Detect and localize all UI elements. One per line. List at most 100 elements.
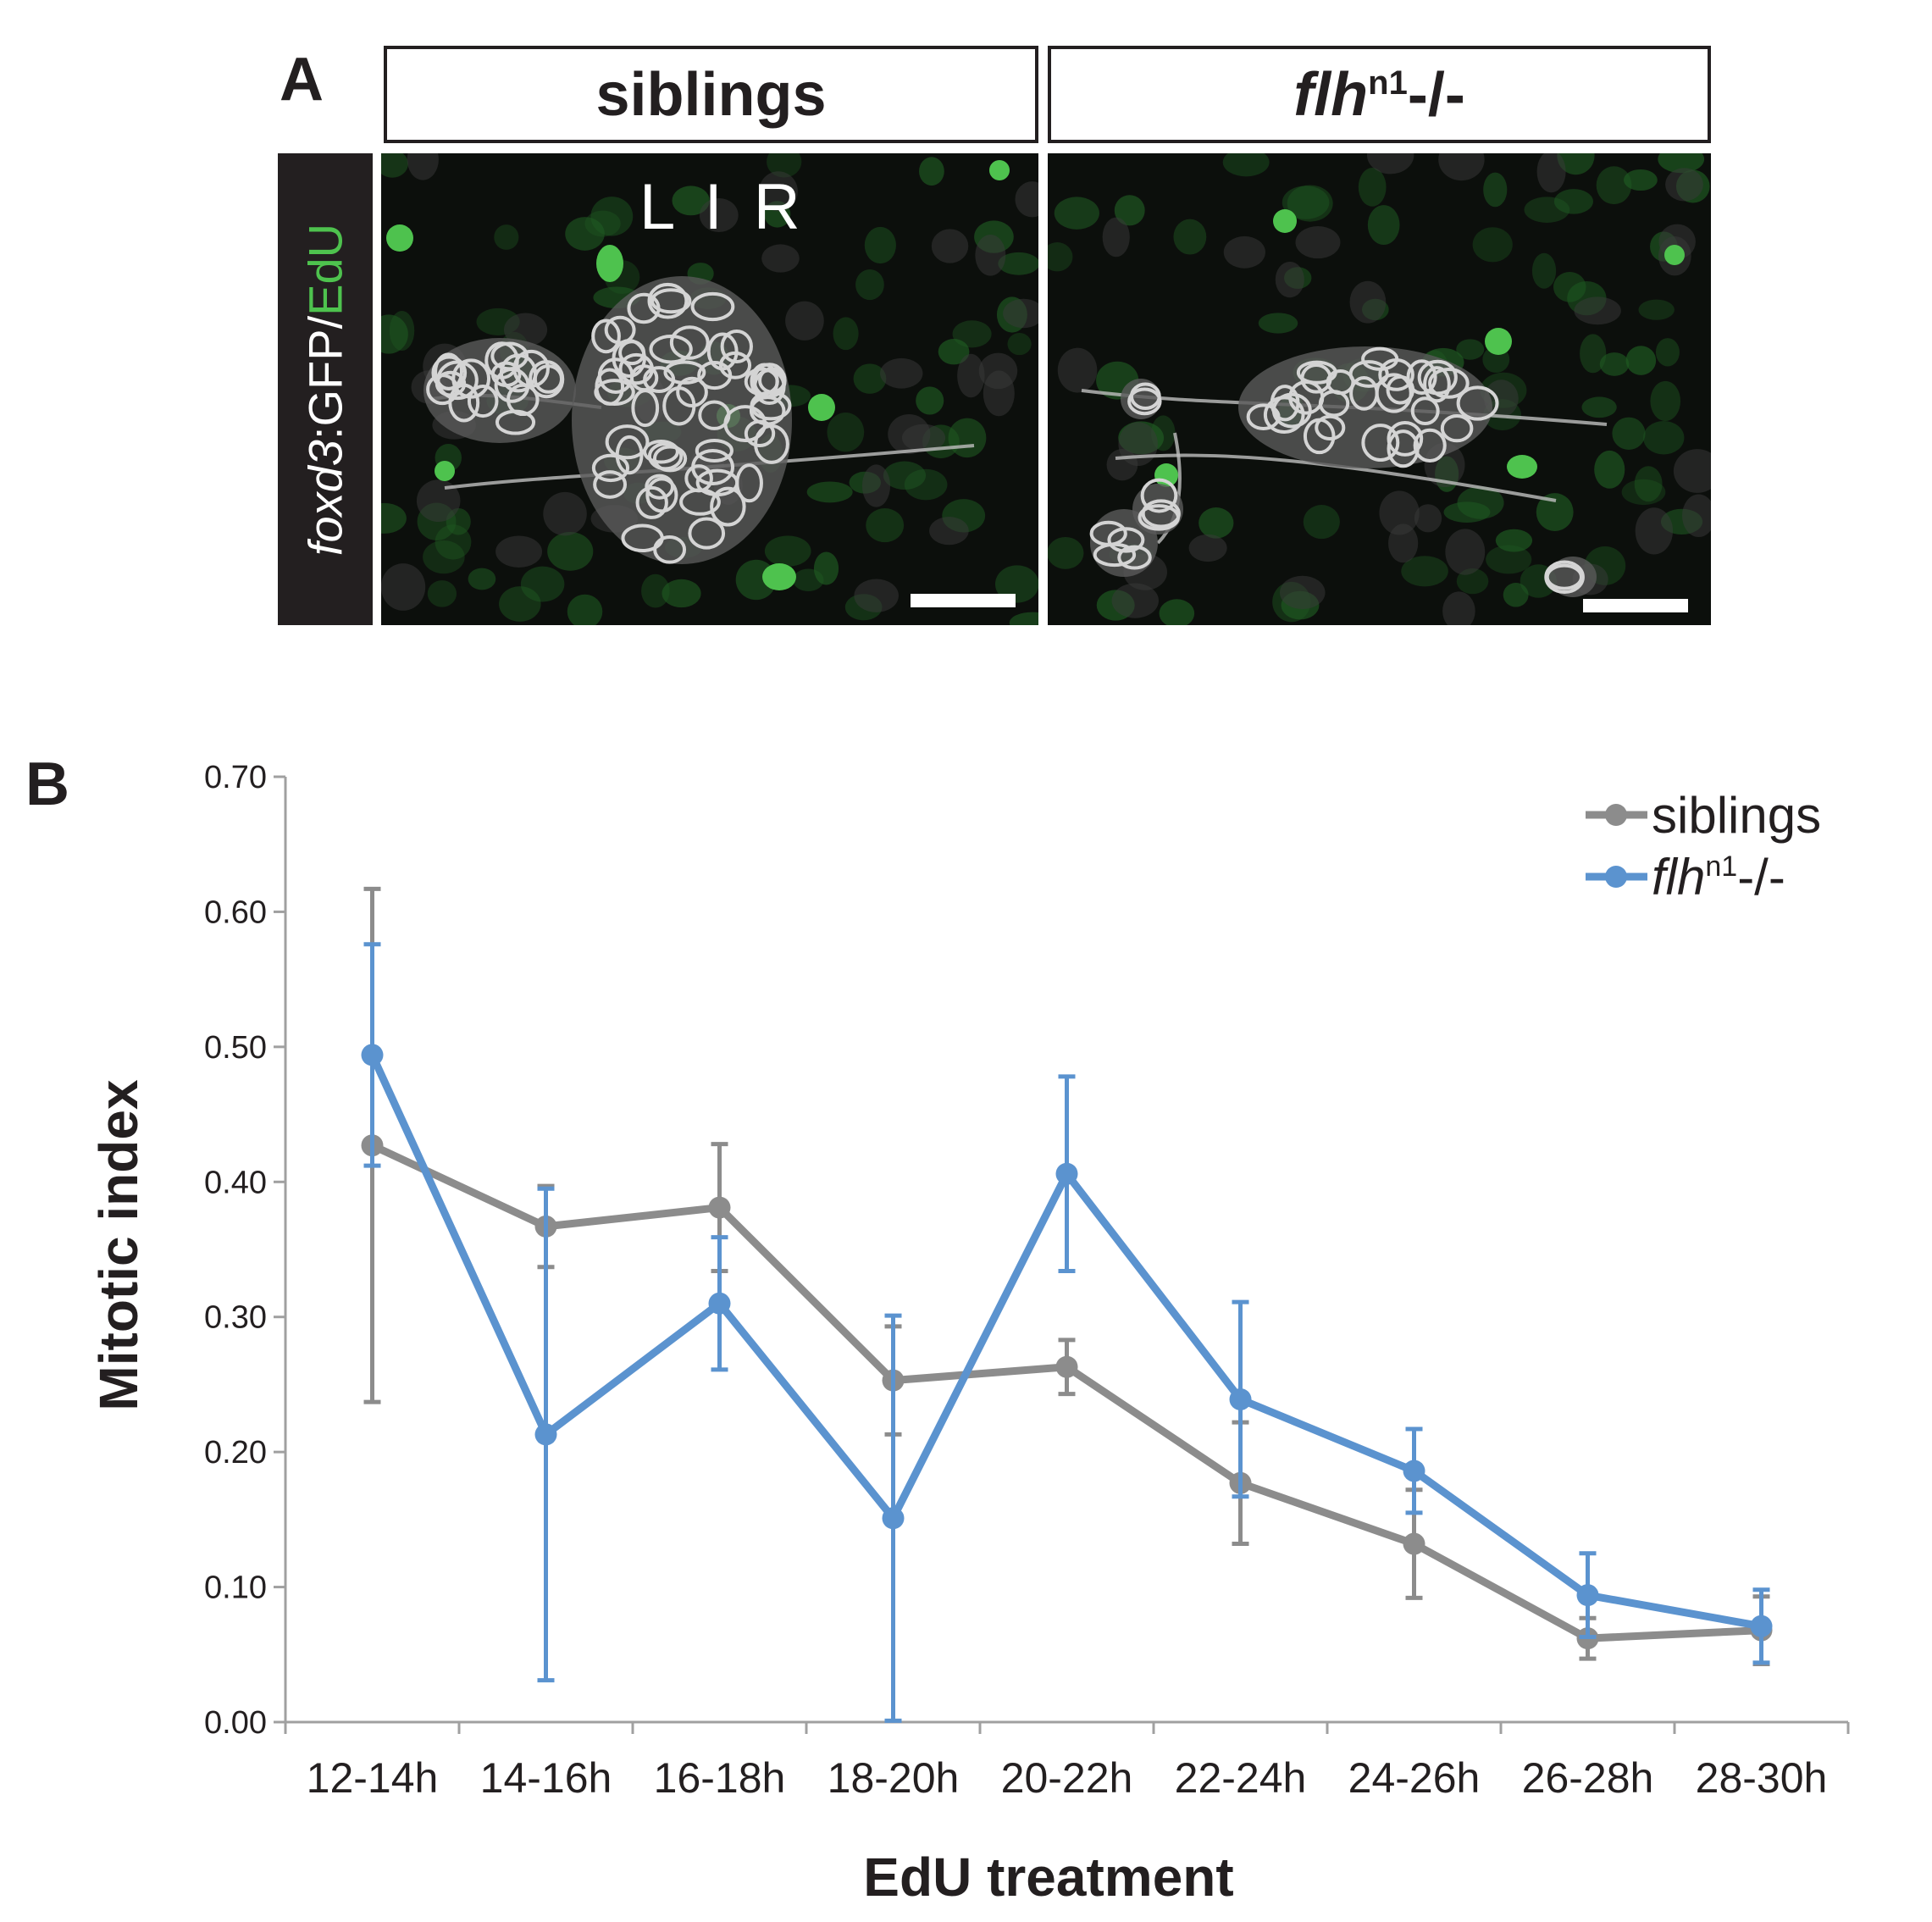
ganglion-cell — [1117, 545, 1152, 570]
ganglion-cell — [663, 360, 706, 385]
header-mutant-suffix: -/- — [1407, 60, 1465, 129]
background-nucleus — [1173, 219, 1207, 255]
background-cell — [983, 370, 1015, 417]
background-nucleus — [672, 186, 710, 216]
background-cell — [1635, 507, 1674, 555]
edu-nucleus — [596, 245, 623, 282]
series-1 — [361, 942, 1773, 1723]
background-nucleus — [1358, 167, 1387, 207]
y-tick-label: 0.70 — [204, 760, 267, 795]
ganglion-cell — [1107, 527, 1145, 553]
background-nucleus — [994, 565, 1038, 603]
data-point — [1576, 1584, 1599, 1607]
ganglion-cell — [495, 409, 536, 435]
background-cell — [759, 171, 798, 212]
ganglion-cell — [754, 424, 789, 464]
ganglion-cell — [695, 438, 733, 463]
ganglion-cell — [1127, 387, 1162, 416]
ganglion-cell — [749, 396, 786, 426]
background-cell — [957, 353, 985, 398]
background-cell — [1275, 261, 1304, 298]
background-nucleus — [1596, 166, 1632, 205]
stain-label: foxd3:GFP/EdU — [278, 153, 373, 625]
x-axis-label: EdU treatment — [863, 1847, 1233, 1908]
background-nucleus — [1553, 189, 1594, 214]
background-nucleus — [1483, 172, 1508, 208]
ganglion-cell — [1349, 376, 1379, 411]
data-point — [1403, 1460, 1425, 1482]
ganglion-cell — [1361, 424, 1400, 462]
ganglion-cell — [698, 400, 731, 430]
background-nucleus — [806, 481, 853, 503]
background-cell — [1295, 226, 1341, 259]
background-nucleus — [904, 468, 948, 501]
ganglion-cell — [1140, 478, 1178, 513]
legend-label: flhn1-/- — [1652, 849, 1785, 906]
background-cell — [1102, 217, 1130, 258]
background-nucleus — [641, 573, 670, 608]
ganglion-cell — [720, 329, 753, 364]
header-mutant-base: flh — [1293, 60, 1369, 129]
ganglion-cell — [1544, 560, 1585, 595]
background-nucleus — [998, 252, 1038, 275]
ganglion-cell — [650, 288, 692, 314]
legend-label: siblings — [1652, 787, 1821, 844]
background-cell — [1484, 379, 1519, 418]
background-cell — [1057, 347, 1098, 393]
ganglion-cell — [684, 464, 713, 493]
background-nucleus — [1623, 169, 1658, 191]
background-nucleus — [1581, 396, 1617, 418]
ganglion-cell — [1413, 428, 1447, 462]
background-nucleus — [813, 551, 839, 585]
background-cell — [975, 235, 1006, 276]
background-nucleus — [1599, 352, 1630, 376]
background-cell — [407, 153, 439, 180]
background-nucleus — [916, 386, 944, 415]
ganglion-cell — [1315, 414, 1346, 441]
scale-bar-mutant — [1583, 599, 1688, 612]
ganglion-cell — [1296, 360, 1337, 385]
background-nucleus — [494, 224, 519, 250]
background-cell — [503, 313, 548, 347]
background-nucleus — [427, 580, 457, 607]
x-tick-label: 12-14h — [307, 1754, 439, 1802]
background-nucleus — [952, 320, 992, 348]
ganglion-cell — [649, 334, 693, 364]
background-cell — [1445, 529, 1486, 575]
ganglion-cell — [688, 517, 726, 550]
background-cell — [931, 229, 969, 263]
x-tick-label: 22-24h — [1175, 1754, 1307, 1802]
ganglion-cell — [690, 291, 735, 322]
ganglion-cell — [718, 351, 752, 379]
background-nucleus — [1287, 185, 1333, 222]
background-cell — [1349, 280, 1387, 324]
axon — [1156, 432, 1182, 545]
background-nucleus — [1531, 252, 1557, 289]
background-nucleus — [1650, 380, 1681, 422]
background-nucleus — [1655, 338, 1680, 367]
background-nucleus — [866, 508, 905, 543]
data-point — [1055, 1355, 1078, 1378]
edu-nucleus — [386, 224, 413, 252]
background-nucleus — [1282, 186, 1330, 219]
background-nucleus — [883, 461, 927, 490]
background-nucleus — [864, 226, 896, 264]
ganglion-cell — [631, 389, 660, 428]
background-nucleus — [1199, 507, 1234, 539]
background-cell — [1279, 575, 1326, 610]
ganglion-cell — [1387, 429, 1420, 468]
panel-b-letter: B — [25, 751, 69, 818]
background-cell — [929, 517, 969, 546]
ganglion-cell — [591, 318, 621, 354]
background-cell — [1003, 298, 1038, 329]
x-tick-label: 20-22h — [1001, 1754, 1133, 1802]
ganglion-cell — [448, 383, 480, 423]
axon — [1115, 453, 1557, 502]
background-cell — [880, 357, 923, 389]
background-nucleus — [1054, 197, 1099, 230]
ganglion-cell — [1387, 420, 1424, 457]
background-cell — [761, 244, 800, 273]
background-nucleus — [590, 197, 634, 236]
legend-label-sup: n1 — [1705, 850, 1737, 883]
edu-nucleus — [435, 461, 455, 481]
